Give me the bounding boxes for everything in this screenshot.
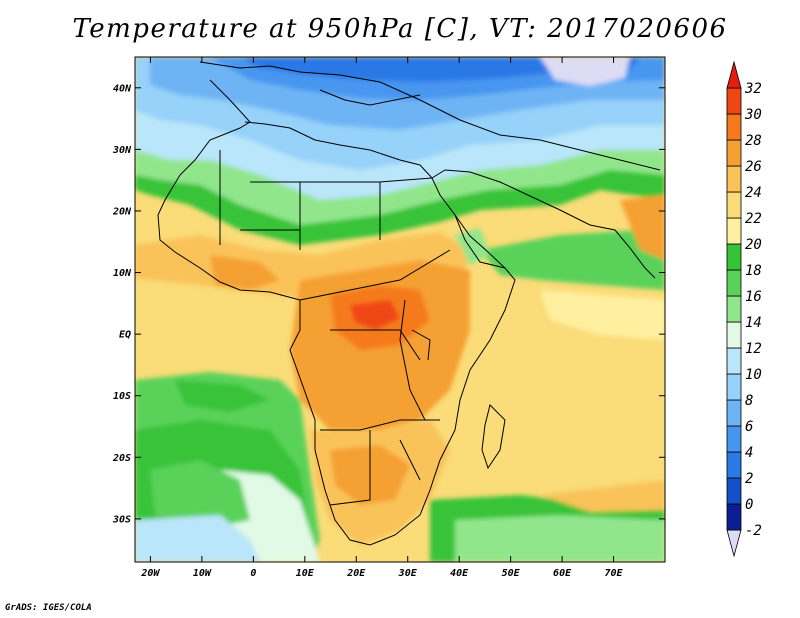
lon-tick-label: 20W	[140, 568, 160, 579]
map-title: Temperature at 950hPa [C], VT: 201702060…	[72, 14, 728, 44]
lon-tick-label: 0	[250, 568, 256, 579]
lat-tick-label: EQ	[119, 330, 131, 341]
colorbar-swatch	[726, 113, 742, 141]
temperature-field	[135, 57, 665, 562]
colorbar-label: 22	[745, 211, 762, 227]
colorbar-label: 18	[745, 263, 762, 279]
lon-tick-label: 10E	[296, 568, 315, 579]
colorbar-label: 12	[745, 341, 762, 357]
lon-tick-label: 50E	[502, 568, 521, 579]
colorbar-label: 8	[745, 393, 753, 409]
colorbar-label: 2	[745, 471, 753, 487]
colorbar-label: 28	[745, 133, 762, 149]
colorbar-label: 24	[745, 185, 762, 201]
colorbar-swatch	[726, 87, 742, 115]
lat-tick-label: 20S	[112, 453, 131, 464]
latitude-axis: 40N 30N 20N 10N EQ 10S 20S 30S	[112, 83, 665, 525]
colorbar-label: 16	[745, 289, 762, 305]
colorbar-swatch	[726, 399, 742, 427]
lat-tick-label: 10S	[113, 391, 131, 402]
colorbar-label: -2	[745, 523, 762, 539]
colorbar-swatch	[726, 269, 742, 297]
colorbar-label: 14	[745, 315, 762, 331]
colorbar-label: 20	[745, 237, 762, 253]
colorbar-swatch	[726, 139, 742, 167]
colorbar-swatch	[726, 503, 742, 531]
colorbar-swatch	[726, 451, 742, 479]
lat-tick-label: 30S	[112, 514, 131, 525]
lon-tick-label: 70E	[605, 568, 624, 579]
lat-tick-label: 20N	[112, 206, 132, 217]
longitude-axis: 20W 10W 0 10E 20E 30E 40E 50E 60E 70E	[140, 57, 624, 579]
colorbar-swatch	[726, 321, 742, 349]
colorbar-swatch	[726, 295, 742, 323]
lat-tick-label: 10N	[113, 268, 132, 279]
colorbar-label: 30	[744, 107, 762, 123]
colorbar-upper-arrow	[726, 60, 742, 89]
lon-tick-label: 20E	[346, 568, 366, 579]
colorbar-swatch	[726, 191, 742, 219]
colorbar-swatch	[726, 373, 742, 401]
colorbar-swatch	[726, 425, 742, 453]
lat-tick-label: 40N	[113, 83, 132, 94]
colorbar-label: 10	[745, 367, 762, 383]
colorbar-swatch	[726, 243, 742, 271]
colorbar-label: 0	[745, 497, 753, 513]
lat-tick-label: 30N	[112, 145, 132, 156]
colorbar-label: 26	[745, 159, 762, 175]
colorbar-swatch	[726, 165, 742, 193]
colorbar-label: 4	[745, 445, 753, 461]
coastlines	[157, 61, 661, 546]
lon-tick-label: 60E	[553, 568, 572, 579]
colorbar-lower-arrow	[726, 529, 742, 558]
colorbar-swatch	[726, 477, 742, 505]
lon-tick-label: 10W	[193, 568, 212, 579]
colorbar-label: 6	[745, 419, 753, 435]
map-frame	[134, 56, 666, 563]
grads-credit: GrADS: IGES/COLA	[5, 603, 92, 613]
lon-tick-label: 30E	[398, 568, 418, 579]
lon-tick-label: 40E	[450, 568, 469, 579]
colorbar-swatch	[726, 217, 742, 245]
colorbar-label: 32	[744, 81, 762, 97]
colorbar-swatch	[726, 347, 742, 375]
